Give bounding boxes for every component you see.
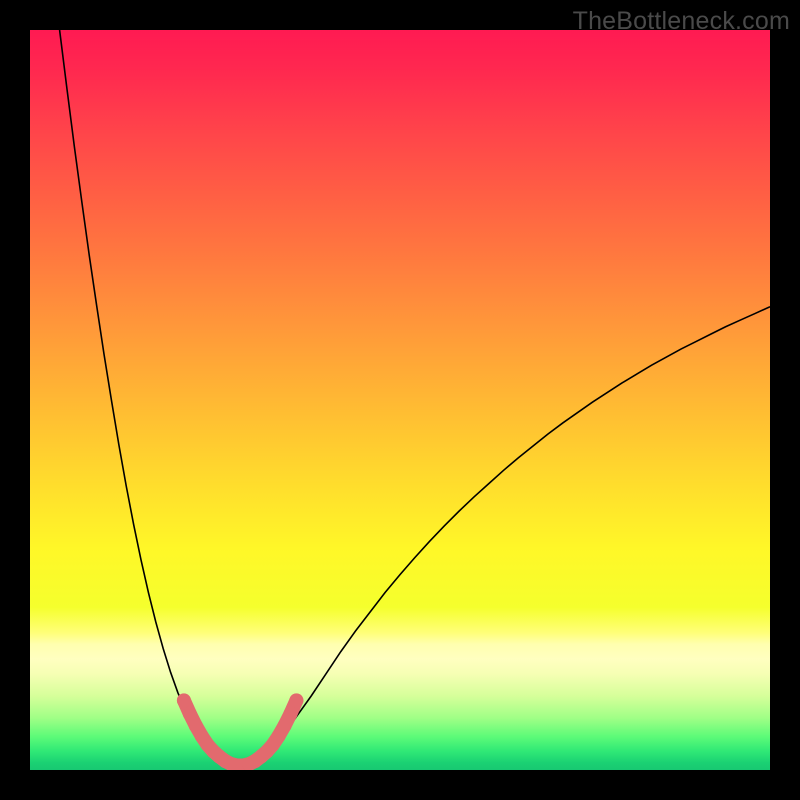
plot-area — [30, 30, 770, 770]
marker-pink_dot_segment — [278, 719, 292, 733]
watermark-text: TheBottleneck.com — [573, 7, 790, 36]
marker-pink_dot_segment — [289, 693, 303, 707]
marker-pink_dot_segment — [177, 693, 191, 707]
chart-container: TheBottleneck.com — [0, 0, 800, 800]
marker-pink_dot_segment — [183, 707, 197, 721]
curve-thin_black_curve — [60, 30, 770, 768]
curve-layer — [30, 30, 770, 770]
marker-pink_dot_segment — [283, 707, 297, 721]
